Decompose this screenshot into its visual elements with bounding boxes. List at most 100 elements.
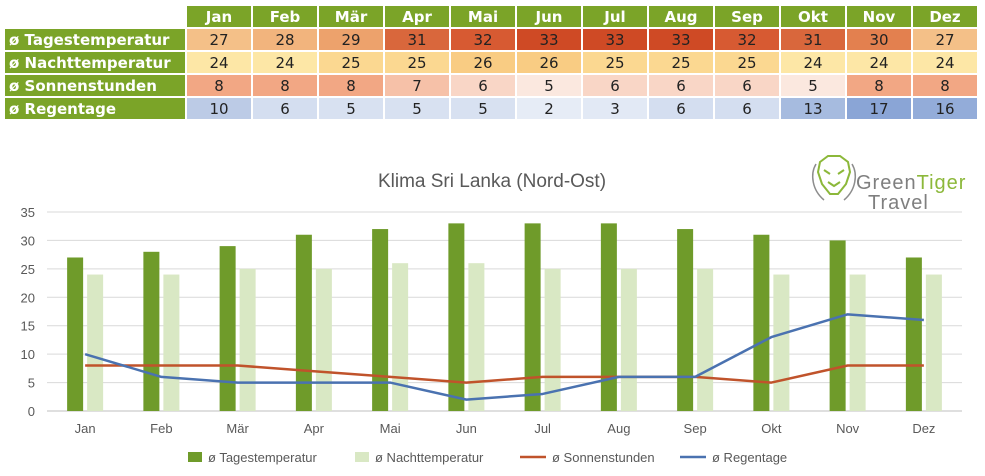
chart-title: Klima Sri Lanka (Nord-Ost) <box>378 171 606 192</box>
y-tick-label: 20 <box>21 290 35 305</box>
bar <box>372 229 389 411</box>
bar <box>544 268 561 411</box>
legend-label: ø Tagestemperatur <box>208 450 318 465</box>
bar <box>697 268 714 411</box>
table-cell: 5 <box>517 75 581 96</box>
table-cell: 31 <box>781 29 845 50</box>
bar <box>829 240 846 411</box>
tiger-logo-icon <box>811 155 857 201</box>
row-label: ø Regentage <box>5 98 185 119</box>
legend-swatch <box>355 452 369 462</box>
x-tick-label: Sep <box>684 421 707 436</box>
x-tick-label: Nov <box>836 421 860 436</box>
table-row: ø Regentage 10 6 5 5 5 2 3 6 6 13 17 16 <box>5 98 977 119</box>
table-cell: 5 <box>781 75 845 96</box>
logo-text-line1: GreenTiger <box>856 172 967 194</box>
table-cell: 8 <box>913 75 977 96</box>
bar <box>448 223 465 411</box>
table-row: ø Sonnenstunden 8 8 8 7 6 5 6 6 6 5 8 8 <box>5 75 977 96</box>
month-header: Okt <box>781 6 845 27</box>
table-cell: 24 <box>781 52 845 73</box>
series-line <box>84 313 924 401</box>
table-cell: 26 <box>517 52 581 73</box>
month-header: Sep <box>715 6 779 27</box>
table-cell: 3 <box>583 98 647 119</box>
month-header: Jan <box>187 6 251 27</box>
bar <box>925 274 942 411</box>
month-header: Dez <box>913 6 977 27</box>
climate-chart: Klima Sri Lanka (Nord-Ost) 0 5 10 15 20 25 30 35… <box>21 171 962 465</box>
bar <box>163 274 180 411</box>
table-cell: 17 <box>847 98 911 119</box>
table-cell: 25 <box>649 52 713 73</box>
y-tick-label: 0 <box>28 404 35 419</box>
table-cell: 6 <box>649 75 713 96</box>
x-tick-label: Apr <box>304 421 325 436</box>
table-cell: 24 <box>913 52 977 73</box>
table-cell: 25 <box>715 52 779 73</box>
table-cell: 26 <box>451 52 515 73</box>
table-cell: 8 <box>253 75 317 96</box>
bar <box>905 257 922 411</box>
table-corner <box>5 6 185 27</box>
table-cell: 27 <box>913 29 977 50</box>
table-cell: 10 <box>187 98 251 119</box>
bar <box>239 268 256 411</box>
month-header: Mär <box>319 6 383 27</box>
month-header: Jul <box>583 6 647 27</box>
table-cell: 6 <box>253 98 317 119</box>
table-cell: 32 <box>715 29 779 50</box>
x-tick-label: Jul <box>534 421 551 436</box>
climate-table: Jan Feb Mär Apr Mai Jun Jul Aug Sep Okt … <box>3 4 979 121</box>
legend-swatch <box>188 452 202 462</box>
table-cell: 25 <box>583 52 647 73</box>
row-label: ø Tagestemperatur <box>5 29 185 50</box>
table-cell: 2 <box>517 98 581 119</box>
series-line <box>85 364 924 384</box>
table-cell: 25 <box>319 52 383 73</box>
x-tick-label: Okt <box>761 421 782 436</box>
table-cell: 25 <box>385 52 449 73</box>
month-header: Nov <box>847 6 911 27</box>
y-tick-label: 25 <box>21 262 35 277</box>
table-cell: 6 <box>649 98 713 119</box>
table-cell: 6 <box>715 98 779 119</box>
table-row: ø Nachttemperatur 24 24 25 25 26 26 25 25 25 24 24 2… <box>5 52 977 73</box>
bar <box>753 234 770 411</box>
month-header: Apr <box>385 6 449 27</box>
table-cell: 16 <box>913 98 977 119</box>
month-header: Mai <box>451 6 515 27</box>
table-cell: 24 <box>847 52 911 73</box>
row-label: ø Sonnenstunden <box>5 75 185 96</box>
month-header: Jun <box>517 6 581 27</box>
table-cell: 24 <box>253 52 317 73</box>
bar <box>392 263 409 411</box>
table-cell: 8 <box>847 75 911 96</box>
table-cell: 7 <box>385 75 449 96</box>
bar <box>295 234 312 411</box>
table-cell: 6 <box>715 75 779 96</box>
logo-text-line2: Travel <box>868 192 929 214</box>
row-label: ø Nachttemperatur <box>5 52 185 73</box>
green-tiger-travel-logo: GreenTiger Travel <box>806 150 976 216</box>
bar <box>677 229 694 411</box>
bar <box>620 268 637 411</box>
table-cell: 33 <box>649 29 713 50</box>
x-tick-label: Feb <box>150 421 172 436</box>
legend-label: ø Sonnenstunden <box>552 450 655 465</box>
y-tick-label: 30 <box>21 233 35 248</box>
y-tick-label: 10 <box>21 347 35 362</box>
bar <box>87 274 104 411</box>
legend-label: ø Regentage <box>712 450 787 465</box>
bar <box>219 246 236 411</box>
table-cell: 32 <box>451 29 515 50</box>
table-cell: 27 <box>187 29 251 50</box>
bar <box>468 263 485 411</box>
x-tick-label: Aug <box>607 421 630 436</box>
bar <box>315 268 332 411</box>
table-cell: 5 <box>451 98 515 119</box>
y-tick-label: 5 <box>28 376 35 391</box>
table-cell: 29 <box>319 29 383 50</box>
table-header-row: Jan Feb Mär Apr Mai Jun Jul Aug Sep Okt … <box>5 6 977 27</box>
x-tick-label: Jun <box>456 421 477 436</box>
